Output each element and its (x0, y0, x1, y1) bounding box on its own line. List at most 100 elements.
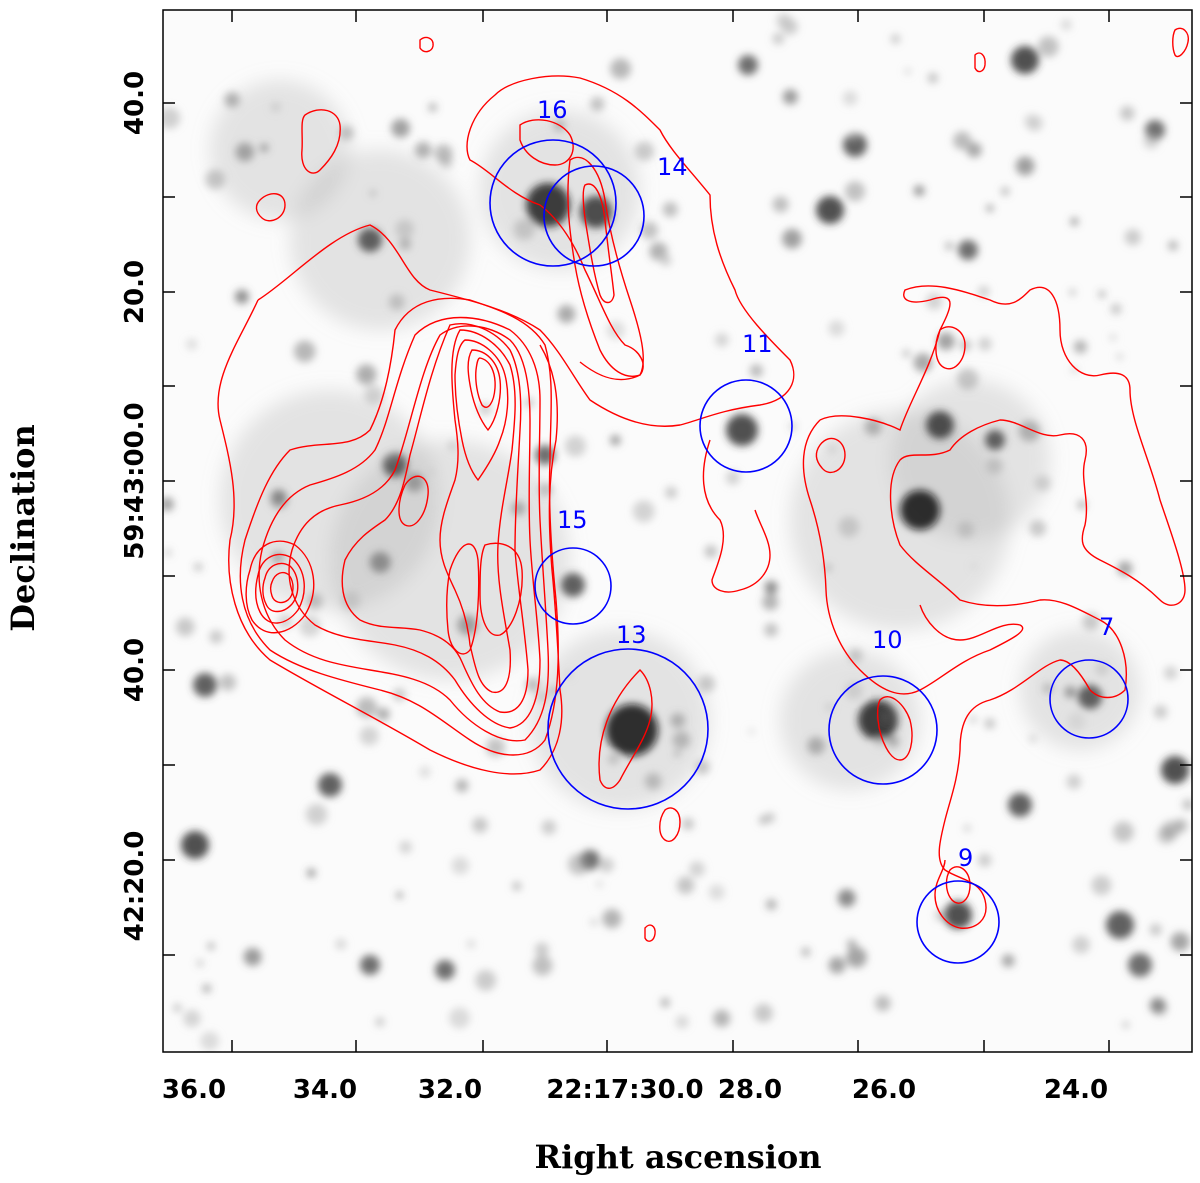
sky-blob (765, 899, 777, 910)
sky-blob (782, 89, 798, 105)
sky-blob (944, 901, 972, 929)
sky-blob (455, 779, 469, 793)
sky-blob (1011, 46, 1039, 74)
sky-blob (610, 435, 621, 446)
sky-blob (299, 615, 321, 637)
sky-blob (675, 1015, 689, 1029)
sky-blob (726, 414, 758, 446)
sky-blob (209, 630, 223, 644)
sky-blob (1122, 1021, 1130, 1029)
sky-blob (953, 131, 972, 150)
sky-blob (881, 710, 894, 724)
y-tick-label: 40.0 (120, 71, 150, 135)
sky-blob (512, 881, 522, 891)
sky-blob (590, 96, 605, 112)
source-circle-7 (1049, 659, 1129, 739)
sky-blob (1116, 353, 1123, 360)
sky-blob (776, 13, 792, 29)
sky-blob (271, 551, 284, 564)
contour-14-b (582, 183, 615, 304)
sky-blob (590, 918, 598, 926)
x-tick-label: 36.0 (162, 1075, 226, 1105)
sky-blob (580, 196, 612, 228)
sky-blob (525, 677, 540, 692)
sky-blob (595, 880, 604, 888)
contour-inner-a (445, 543, 480, 655)
sky-blob (598, 857, 614, 873)
sky-blob (978, 853, 992, 867)
sky-blob (1026, 115, 1043, 132)
sky-blob (1028, 734, 1037, 743)
sky-blob (715, 333, 729, 347)
sky-blob (369, 551, 391, 573)
sky-blob (1163, 666, 1178, 680)
contour-peak-left-4 (269, 571, 294, 604)
sky-blob (874, 995, 891, 1012)
sky-blob (1066, 774, 1082, 790)
contour-16 (519, 119, 574, 166)
contour-level-5 (341, 323, 529, 714)
sky-blob (358, 228, 382, 252)
sky-blob (427, 468, 435, 476)
sky-blob (634, 141, 655, 161)
sky-blob (163, 107, 181, 129)
sky-blob (1073, 340, 1088, 354)
sky-blob (1070, 217, 1079, 226)
sky-blob (568, 853, 590, 875)
sky-blob (1029, 519, 1047, 537)
sky-blob (173, 1003, 182, 1012)
sky-blob (749, 364, 763, 378)
source-circle-9 (916, 880, 1000, 964)
sky-blob (513, 218, 535, 240)
sky-blob (985, 430, 1005, 450)
source-circle-10 (828, 675, 938, 785)
sky-blob (341, 591, 361, 610)
sky-blob (837, 889, 856, 907)
sky-blob (782, 228, 802, 249)
sky-blob (414, 141, 432, 159)
sky-blob (665, 486, 677, 499)
contour-island-top (419, 36, 434, 53)
x-tick-label: 26.0 (852, 1075, 916, 1105)
sky-blob (359, 726, 379, 746)
sky-blob (913, 185, 925, 197)
sky-blob (1020, 630, 1140, 750)
sky-blob (824, 564, 832, 571)
sky-blob (762, 593, 779, 611)
x-tick-label: 28.0 (718, 1075, 782, 1105)
sky-blob (224, 92, 240, 108)
sky-blob (360, 955, 380, 975)
sky-blob (428, 102, 438, 112)
sky-blob (419, 766, 431, 778)
sky-blob (660, 997, 670, 1008)
sky-blob (235, 142, 255, 162)
sky-blob (844, 681, 863, 700)
source-label-15: 15 (557, 506, 588, 534)
sky-blob (846, 939, 857, 950)
sky-blob (183, 1009, 201, 1028)
contour-outer-left (257, 75, 795, 427)
source-labels: 16 14 11 15 13 10 7 9 (537, 96, 1114, 872)
sky-blob (674, 750, 681, 757)
sky-blob (672, 731, 691, 749)
sky-blob (1106, 911, 1134, 939)
source-circle-11 (699, 379, 793, 473)
sky-blob (376, 707, 390, 721)
sky-blob (958, 240, 978, 260)
sky-blob (186, 338, 198, 350)
sky-blob (1018, 420, 1041, 442)
sky-blob (780, 650, 920, 790)
sky-blob (388, 453, 398, 463)
sky-blob (713, 1009, 731, 1027)
sky-blob (838, 516, 860, 538)
sky-blob (526, 183, 570, 227)
sky-blob (1069, 289, 1076, 296)
sky-blob (243, 947, 262, 966)
sky-blob (890, 34, 901, 44)
sky-blob (1060, 19, 1072, 31)
sky-blob (738, 55, 758, 75)
source-label-13: 13 (616, 621, 647, 649)
sky-blob (1091, 875, 1112, 896)
sky-blob (772, 32, 785, 45)
sky-blob (670, 713, 686, 728)
